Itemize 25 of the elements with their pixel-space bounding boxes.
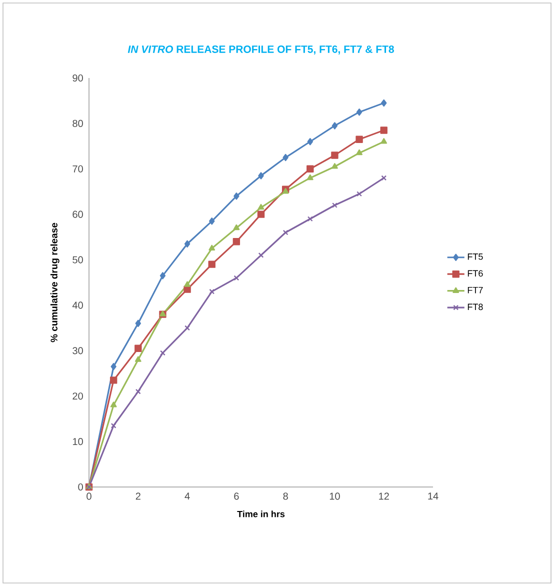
x-tick-label: 0 xyxy=(86,492,92,500)
y-tick-label: 80 xyxy=(72,120,83,127)
x-tick-label: 14 xyxy=(428,492,438,500)
y-tick-label: 20 xyxy=(72,392,83,400)
x-tick-label: 8 xyxy=(283,492,288,500)
x-axis-title: Time in hrs xyxy=(237,510,285,518)
y-tick-label: 0 xyxy=(78,483,83,491)
legend-label: FT5 xyxy=(468,254,483,260)
y-tick-label: 40 xyxy=(72,302,83,309)
y-tick-label: 10 xyxy=(72,438,83,446)
y-tick-label: 60 xyxy=(72,210,83,218)
x-tick-label: 2 xyxy=(136,492,140,500)
legend-label: FT7 xyxy=(468,286,483,294)
x-tick-label: 10 xyxy=(330,492,340,500)
chart-title: IN VITRO RELEASE PROFILE OF FT5, FT6, FT7 & FT8 xyxy=(128,46,394,54)
y-tick-label: 30 xyxy=(72,347,83,354)
legend-label: FT6 xyxy=(468,270,483,277)
x-tick-label: 4 xyxy=(184,492,190,500)
y-tick-label: 50 xyxy=(72,256,83,264)
y-tick-label: 90 xyxy=(72,74,83,82)
y-axis-title: % cumulative drug release xyxy=(50,222,60,342)
y-tick-label: 70 xyxy=(72,165,83,172)
x-tick-label: 12 xyxy=(379,492,389,500)
x-tick-label: 6 xyxy=(234,492,239,500)
legend-label: FT8 xyxy=(468,304,483,310)
